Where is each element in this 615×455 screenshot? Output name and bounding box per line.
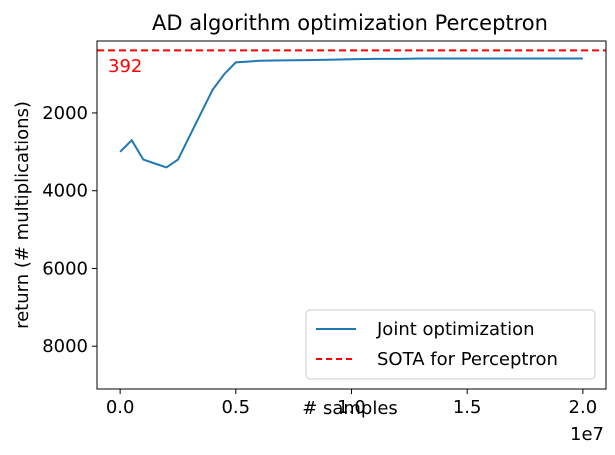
x-tick-label: 1.5 <box>453 397 482 418</box>
y-tick-label: 4000 <box>42 181 88 202</box>
legend-label-sota: SOTA for Perceptron <box>377 349 558 370</box>
plot-area <box>97 49 606 169</box>
x-tick-label: 1.0 <box>337 397 366 418</box>
legend-label-joint: Joint optimization <box>376 319 535 340</box>
series-joint-optimization <box>119 57 583 169</box>
sota-value-annotation: 392 <box>108 56 142 77</box>
x-tick-label: 0.5 <box>221 397 250 418</box>
legend: Joint optimization SOTA for Perceptron <box>305 309 596 380</box>
chart-title: AD algorithm optimization Perceptron <box>152 11 548 35</box>
y-tick-label: 8000 <box>42 336 88 357</box>
x-offset-label: 1e7 <box>570 424 604 445</box>
legend-box <box>305 309 596 380</box>
x-axis-label: # samples <box>302 398 398 419</box>
y-tick-label: 2000 <box>42 103 88 124</box>
x-tick-label: 0.0 <box>106 397 135 418</box>
x-tick-label: 2.0 <box>569 397 598 418</box>
y-tick-label: 6000 <box>42 258 88 279</box>
y-axis: 2000 4000 6000 8000 <box>42 103 97 357</box>
y-axis-label: return (# multiplications) <box>12 101 33 329</box>
x-axis: 0.0 0.5 1.0 1.5 2.0 <box>106 389 597 418</box>
